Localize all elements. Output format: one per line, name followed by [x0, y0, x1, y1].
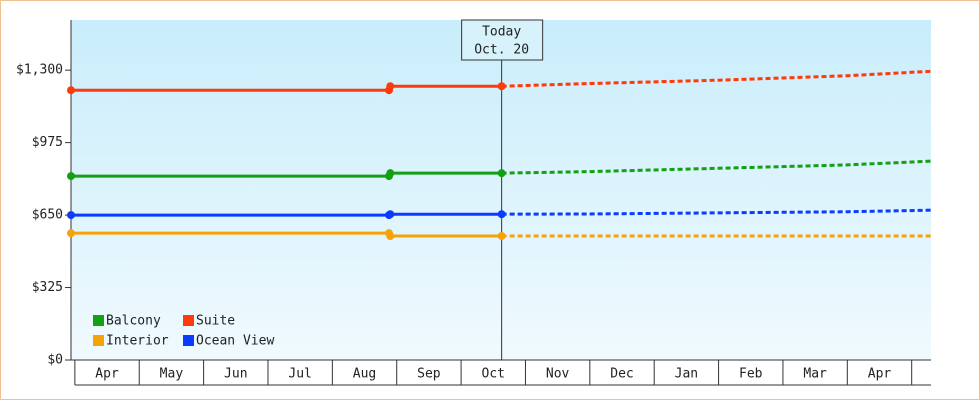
y-tick-label: $0	[47, 353, 63, 368]
y-tick-label: $975	[32, 135, 63, 150]
price-point	[497, 232, 506, 241]
x-tick-label: Aug	[353, 367, 376, 382]
legend-swatch	[183, 335, 194, 346]
price-point	[497, 210, 506, 219]
legend-label: Balcony	[106, 314, 161, 329]
x-tick-label: Apr	[868, 367, 892, 382]
y-tick-label: $325	[32, 280, 63, 295]
x-tick-label: Oct	[482, 367, 505, 382]
price-line	[71, 212, 502, 217]
legend-label: Interior	[106, 334, 169, 349]
legend-label: Suite	[196, 314, 235, 329]
price-point	[67, 86, 75, 95]
x-tick-label: Jul	[288, 367, 311, 382]
x-tick-label: Jun	[224, 367, 247, 382]
forecast-line	[501, 159, 932, 175]
price-point	[497, 169, 506, 178]
today-box	[461, 19, 544, 61]
legend-swatch	[93, 315, 104, 326]
legend-label: Ocean View	[196, 334, 274, 349]
price-point	[386, 210, 395, 219]
x-tick-label: May	[160, 367, 184, 382]
x-tick-label: Nov	[546, 367, 570, 382]
price-point	[386, 169, 395, 178]
legend-swatch	[183, 315, 194, 326]
forecast-line	[501, 69, 932, 88]
forecast-line	[501, 208, 932, 216]
x-tick-label: Feb	[739, 367, 763, 382]
x-tick-label: Dec	[610, 367, 633, 382]
price-point	[67, 229, 75, 238]
today-date: Oct. 20	[474, 43, 529, 58]
y-tick-label: $650	[32, 208, 63, 223]
price-point	[67, 172, 75, 181]
legend-swatch	[93, 335, 104, 346]
price-point	[67, 211, 75, 220]
x-tick-label: Mar	[803, 367, 827, 382]
x-tick-label: Jan	[675, 367, 698, 382]
plot-area	[71, 20, 931, 360]
x-tick-label: Sep	[417, 367, 441, 382]
today-label: Today	[482, 25, 521, 40]
price-point	[386, 82, 395, 91]
price-point	[497, 82, 506, 91]
price-point	[386, 232, 395, 241]
x-tick-label: Apr	[95, 367, 119, 382]
y-tick-label: $1,300	[16, 63, 63, 78]
